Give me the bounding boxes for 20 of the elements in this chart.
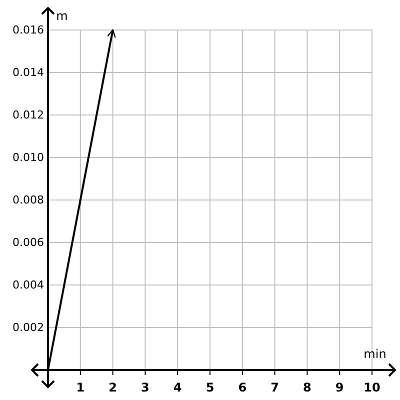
y-tick-label: 0.014 xyxy=(12,66,44,80)
x-tick-label: 10 xyxy=(364,380,380,395)
x-tick-label: 2 xyxy=(108,380,117,395)
x-tick-label: 7 xyxy=(270,380,279,395)
y-axis-title: m xyxy=(56,9,68,23)
y-tick-label: 0.008 xyxy=(12,194,44,207)
y-tick-label: 0.004 xyxy=(12,278,44,292)
x-tick-label: 4 xyxy=(173,380,182,395)
x-tick-label: 6 xyxy=(238,380,247,395)
y-tick-label: 0.016 xyxy=(12,24,44,37)
y-tick-label: 0.006 xyxy=(12,236,44,250)
y-tick-label: 0.002 xyxy=(12,321,44,334)
x-tick-label: 5 xyxy=(206,380,214,395)
x-tick-label: 1 xyxy=(76,380,85,395)
x-tick-label: 3 xyxy=(141,380,150,395)
y-tick-label: 0.012 xyxy=(12,108,44,122)
y-tick-label: 0.010 xyxy=(12,151,44,164)
x-tick-label: 9 xyxy=(335,380,344,395)
x-axis-title: min xyxy=(364,347,386,361)
x-tick-label: 8 xyxy=(303,380,312,395)
